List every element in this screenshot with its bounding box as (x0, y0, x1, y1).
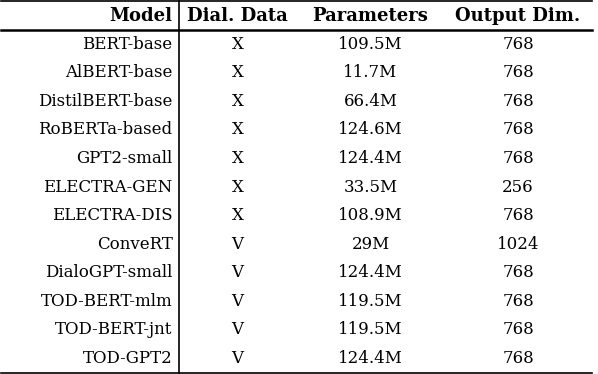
Text: 768: 768 (502, 64, 534, 81)
Text: V: V (231, 321, 243, 338)
Text: BERT-base: BERT-base (83, 36, 173, 53)
Text: 768: 768 (502, 93, 534, 110)
Text: 1024: 1024 (497, 236, 539, 252)
Text: Model: Model (109, 7, 173, 25)
Text: 33.5M: 33.5M (343, 178, 398, 196)
Text: ConveRT: ConveRT (97, 236, 173, 252)
Text: 66.4M: 66.4M (343, 93, 398, 110)
Text: V: V (231, 293, 243, 310)
Text: TOD-BERT-jnt: TOD-BERT-jnt (55, 321, 173, 338)
Text: X: X (231, 207, 243, 224)
Text: V: V (231, 264, 243, 281)
Text: 768: 768 (502, 122, 534, 138)
Text: 11.7M: 11.7M (343, 64, 398, 81)
Text: 124.6M: 124.6M (338, 122, 403, 138)
Text: DistilBERT-base: DistilBERT-base (38, 93, 173, 110)
Text: Dial. Data: Dial. Data (187, 7, 288, 25)
Text: 124.4M: 124.4M (338, 350, 403, 367)
Text: GPT2-small: GPT2-small (77, 150, 173, 167)
Text: 768: 768 (502, 36, 534, 53)
Text: X: X (231, 150, 243, 167)
Text: 119.5M: 119.5M (338, 321, 403, 338)
Text: 768: 768 (502, 207, 534, 224)
Text: 124.4M: 124.4M (338, 150, 403, 167)
Text: DialoGPT-small: DialoGPT-small (45, 264, 173, 281)
Text: 768: 768 (502, 264, 534, 281)
Text: 119.5M: 119.5M (338, 293, 403, 310)
Text: ELECTRA-DIS: ELECTRA-DIS (52, 207, 173, 224)
Text: X: X (231, 178, 243, 196)
Text: AlBERT-base: AlBERT-base (65, 64, 173, 81)
Text: 124.4M: 124.4M (338, 264, 403, 281)
Text: Parameters: Parameters (313, 7, 428, 25)
Text: RoBERTa-based: RoBERTa-based (38, 122, 173, 138)
Text: 768: 768 (502, 350, 534, 367)
Text: ELECTRA-GEN: ELECTRA-GEN (44, 178, 173, 196)
Text: 108.9M: 108.9M (338, 207, 403, 224)
Text: X: X (231, 64, 243, 81)
Text: TOD-GPT2: TOD-GPT2 (83, 350, 173, 367)
Text: 29M: 29M (352, 236, 389, 252)
Text: TOD-BERT-mlm: TOD-BERT-mlm (41, 293, 173, 310)
Text: 768: 768 (502, 321, 534, 338)
Text: 109.5M: 109.5M (338, 36, 403, 53)
Text: 256: 256 (502, 178, 534, 196)
Text: Output Dim.: Output Dim. (456, 7, 581, 25)
Text: 768: 768 (502, 150, 534, 167)
Text: X: X (231, 36, 243, 53)
Text: V: V (231, 350, 243, 367)
Text: X: X (231, 122, 243, 138)
Text: 768: 768 (502, 293, 534, 310)
Text: X: X (231, 93, 243, 110)
Text: V: V (231, 236, 243, 252)
